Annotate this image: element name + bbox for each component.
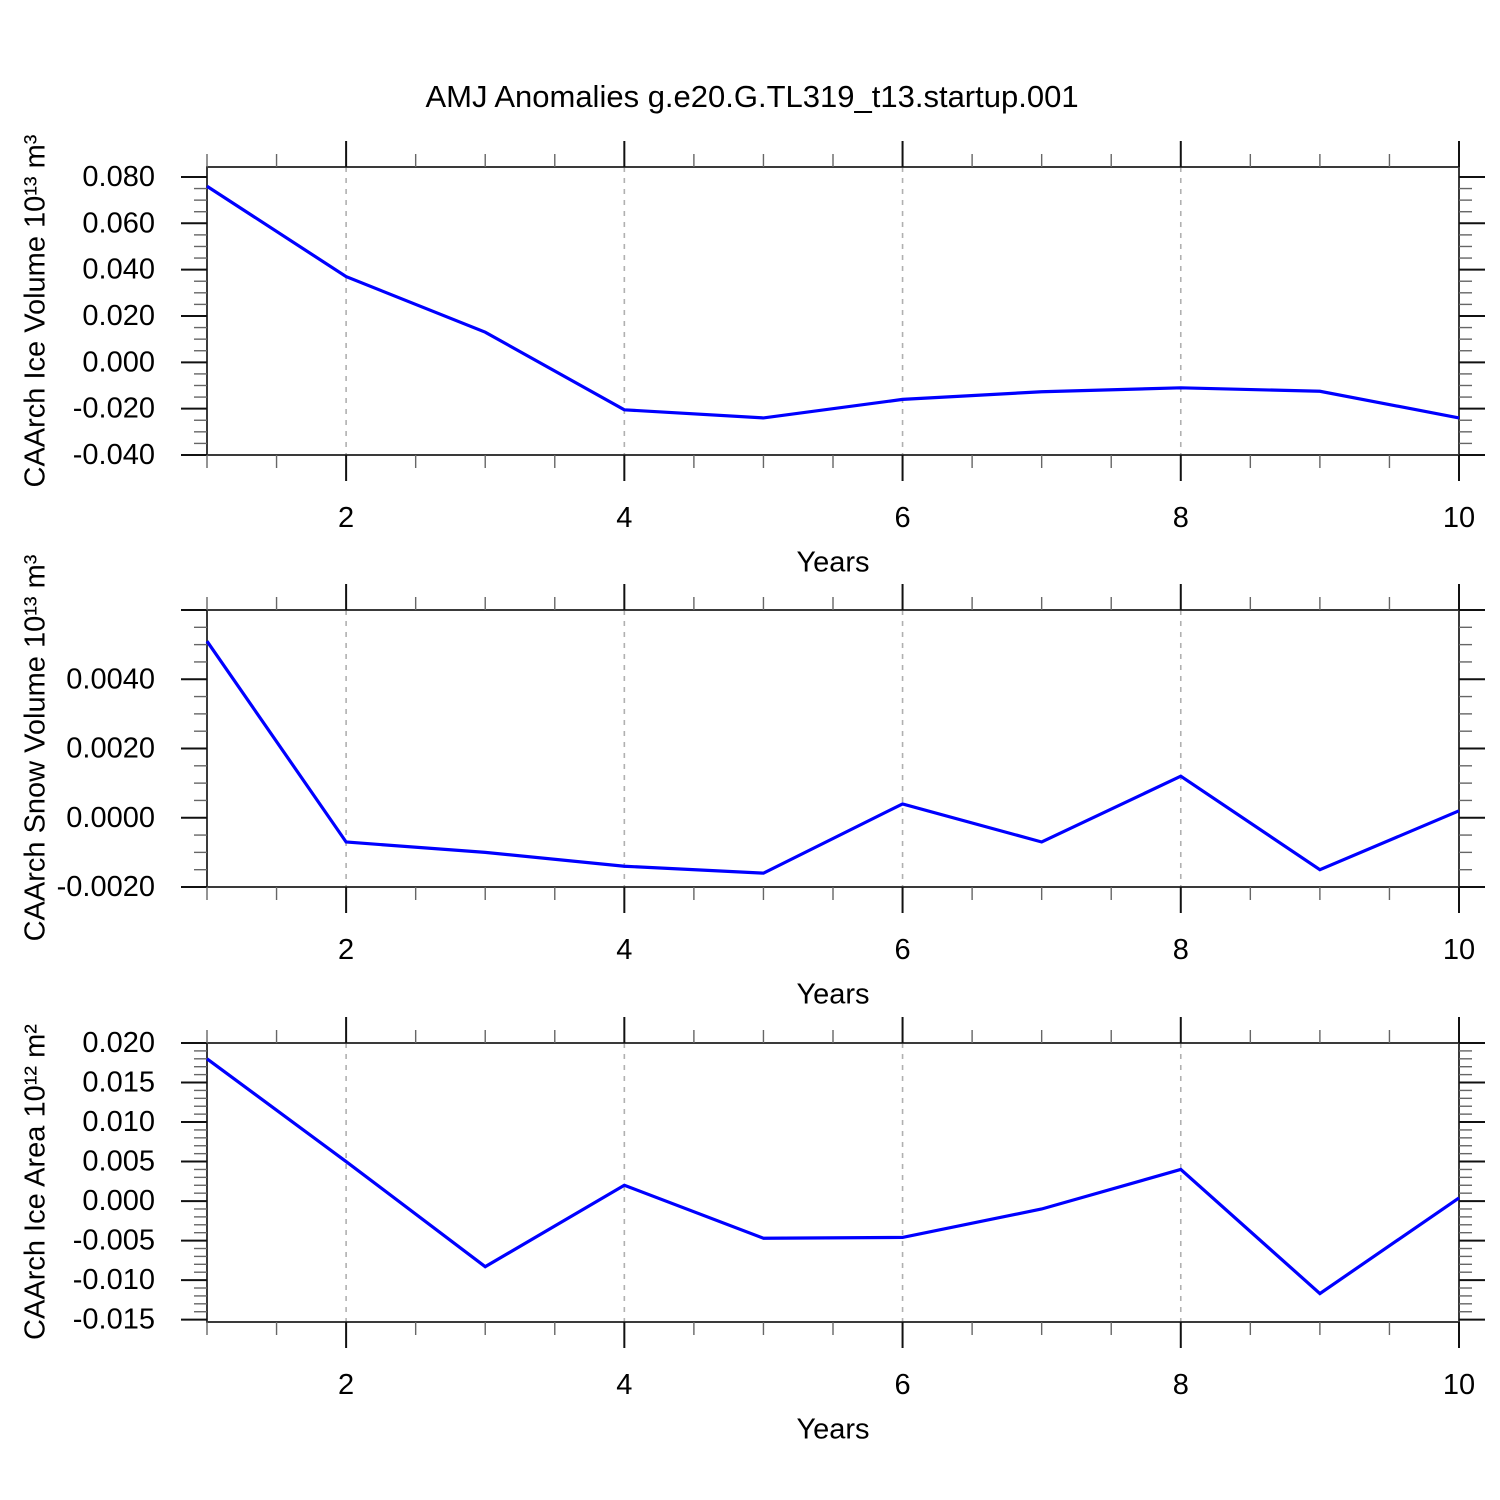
- gridlines: [345, 167, 1182, 455]
- plot-border: [206, 1042, 1460, 1323]
- x-axis-ticks: [206, 1017, 1460, 1348]
- x-tick-label: 10: [1443, 502, 1475, 534]
- x-tick-label: 8: [1173, 502, 1189, 534]
- y-tick-label: 0.020: [82, 1027, 155, 1059]
- y-tick-label: -0.005: [73, 1225, 155, 1257]
- y-tick-label: 0.0000: [66, 802, 155, 834]
- y-tick-labels: 0.0040 0.0020 0.0000 -0.0020: [57, 663, 155, 903]
- gridlines: [345, 1043, 1182, 1322]
- x-tick-label: 2: [338, 502, 354, 534]
- x-tick-label: 4: [616, 1369, 632, 1401]
- x-tick-label: 6: [894, 1369, 910, 1401]
- y-tick-labels: 0.080 0.060 0.040 0.020 0.000 -0.020 -0.040: [73, 161, 155, 471]
- x-tick-labels: 2 4 6 8 10: [338, 1369, 1475, 1401]
- x-tick-label: 4: [616, 934, 632, 966]
- x-tick-label: 10: [1443, 1369, 1475, 1401]
- x-tick-label: 8: [1173, 1369, 1189, 1401]
- chart-title: AMJ Anomalies g.e20.G.TL319_t13.startup.…: [425, 79, 1079, 114]
- y-tick-label: 0.0040: [66, 663, 155, 695]
- y-tick-label: -0.010: [73, 1264, 155, 1296]
- x-tick-label: 2: [338, 934, 354, 966]
- y-tick-label: 0.000: [82, 1185, 155, 1217]
- y-tick-label: 0.060: [82, 207, 155, 239]
- y-tick-label: 0.080: [82, 161, 155, 193]
- x-tick-label: 2: [338, 1369, 354, 1401]
- y-tick-label: 0.005: [82, 1146, 155, 1178]
- panel-0: 0.080 0.060 0.040 0.020 0.000 -0.020 -0.040 2 4 6…: [73, 141, 1485, 534]
- x-axis-ticks: [206, 141, 1460, 481]
- x-tick-label: 8: [1173, 934, 1189, 966]
- y-tick-label: -0.040: [73, 439, 155, 471]
- y-tick-label: 0.0020: [66, 733, 155, 765]
- x-tick-label: 6: [894, 502, 910, 534]
- x-tick-label: 4: [616, 502, 632, 534]
- xlabel-panel-2: Years: [796, 978, 870, 1011]
- plot-border: [206, 166, 1460, 456]
- y-tick-label: -0.020: [73, 393, 155, 425]
- y-tick-label: 0.000: [82, 346, 155, 378]
- y-tick-label: 0.020: [82, 300, 155, 332]
- x-tick-label: 6: [894, 934, 910, 966]
- xlabel-panel-1: Years: [796, 546, 870, 579]
- y-tick-label: -0.0020: [57, 871, 155, 903]
- y-tick-label: -0.015: [73, 1304, 155, 1336]
- data-line: [206, 184, 1460, 420]
- data-line: [205, 640, 1460, 875]
- xlabel-panel-3: Years: [796, 1413, 870, 1446]
- y-tick-label: 0.040: [82, 254, 155, 286]
- panel-1: 0.0040 0.0020 0.0000 -0.0020 2 4 6 8 10: [57, 584, 1485, 966]
- y-axis-ticks: [181, 609, 1485, 888]
- data-line: [206, 1057, 1460, 1296]
- x-tick-label: 10: [1443, 934, 1475, 966]
- x-axis-ticks: [206, 584, 1460, 913]
- y-tick-label: 0.010: [82, 1106, 155, 1138]
- panel-2: 0.020 0.015 0.010 0.005 0.000 -0.005 -0.010 -0.…: [73, 1017, 1485, 1401]
- y-tick-label: 0.015: [82, 1067, 155, 1099]
- y-axis-ticks: [181, 175, 1485, 456]
- gridlines: [345, 610, 1182, 887]
- y-tick-labels: 0.020 0.015 0.010 0.005 0.000 -0.005 -0.010 -0.…: [73, 1027, 155, 1336]
- y-axis-ticks: [181, 1042, 1485, 1321]
- x-tick-labels: 2 4 6 8 10: [338, 502, 1475, 534]
- x-tick-labels: 2 4 6 8 10: [338, 934, 1475, 966]
